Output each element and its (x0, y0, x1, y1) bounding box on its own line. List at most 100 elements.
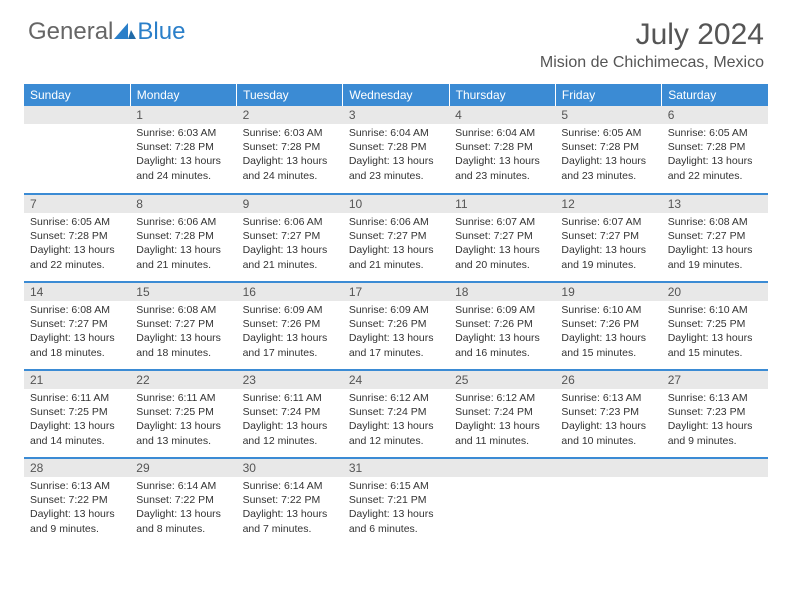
sunset-line: Sunset: 7:27 PM (243, 229, 337, 243)
daylight-line-2: and 18 minutes. (136, 346, 230, 360)
calendar-cell: 12Sunrise: 6:07 AMSunset: 7:27 PMDayligh… (555, 194, 661, 282)
sunrise-line: Sunrise: 6:08 AM (136, 303, 230, 317)
daylight-line-2: and 9 minutes. (668, 434, 762, 448)
daylight-line-2: and 13 minutes. (136, 434, 230, 448)
calendar-cell: 15 Sunrise: 6:08 AMSunset: 7:27 PMDayligh… (130, 282, 236, 370)
weekday-header: Monday (130, 84, 236, 106)
daylight-line-1: Daylight: 13 hours (349, 243, 443, 257)
brand-triangle-icon (114, 18, 136, 46)
calendar-cell (555, 458, 661, 546)
sunset-line: Sunset: 7:28 PM (349, 140, 443, 154)
day-number: 21 (24, 371, 130, 389)
daylight-line-1: Daylight: 13 hours (243, 331, 337, 345)
calendar-cell: 1Sunrise: 6:03 AMSunset: 7:28 PMDaylight… (130, 106, 236, 194)
day-body: Sunrise: 6:11 AMSunset: 7:25 PMDaylight:… (130, 389, 236, 452)
daylight-line-1: Daylight: 13 hours (30, 331, 124, 345)
sunrise-line: Sunrise: 6:06 AM (243, 215, 337, 229)
sunrise-line: Sunrise: 6:07 AM (561, 215, 655, 229)
day-number (555, 459, 661, 477)
sunrise-line: Sunrise: 6:08 AM (30, 303, 124, 317)
daylight-line-1: Daylight: 13 hours (243, 507, 337, 521)
brand-logo: General Blue (28, 18, 185, 46)
daylight-line-2: and 24 minutes. (136, 169, 230, 183)
sunrise-line: Sunrise: 6:07 AM (455, 215, 549, 229)
daylight-line-2: and 23 minutes. (561, 169, 655, 183)
day-body: Sunrise: 6:13 AMSunset: 7:23 PMDaylight:… (662, 389, 768, 452)
sunset-line: Sunset: 7:28 PM (561, 140, 655, 154)
title-block: July 2024 Mision de Chichimecas, Mexico (540, 18, 764, 72)
day-body: Sunrise: 6:13 AMSunset: 7:23 PMDaylight:… (555, 389, 661, 452)
day-body: Sunrise: 6:08 AMSunset: 7:27 PMDaylight:… (662, 213, 768, 276)
sunset-line: Sunset: 7:28 PM (668, 140, 762, 154)
weekday-header: Sunday (24, 84, 130, 106)
sunset-line: Sunset: 7:27 PM (349, 229, 443, 243)
sunset-line: Sunset: 7:27 PM (136, 317, 230, 331)
calendar-cell: 8Sunrise: 6:06 AMSunset: 7:28 PMDaylight… (130, 194, 236, 282)
sunrise-line: Sunrise: 6:12 AM (455, 391, 549, 405)
daylight-line-2: and 12 minutes. (243, 434, 337, 448)
daylight-line-2: and 22 minutes. (30, 258, 124, 272)
daylight-line-2: and 21 minutes. (136, 258, 230, 272)
weekday-header: Tuesday (237, 84, 343, 106)
calendar-table: SundayMondayTuesdayWednesdayThursdayFrid… (24, 84, 768, 546)
day-body: Sunrise: 6:06 AMSunset: 7:27 PMDaylight:… (343, 213, 449, 276)
calendar-cell: 10Sunrise: 6:06 AMSunset: 7:27 PMDayligh… (343, 194, 449, 282)
weekday-header: Wednesday (343, 84, 449, 106)
sunset-line: Sunset: 7:26 PM (349, 317, 443, 331)
day-number: 10 (343, 195, 449, 213)
calendar-body: 1Sunrise: 6:03 AMSunset: 7:28 PMDaylight… (24, 106, 768, 546)
day-number: 17 (343, 283, 449, 301)
daylight-line-1: Daylight: 13 hours (243, 419, 337, 433)
sunrise-line: Sunrise: 6:09 AM (455, 303, 549, 317)
daylight-line-1: Daylight: 13 hours (30, 243, 124, 257)
daylight-line-2: and 21 minutes. (243, 258, 337, 272)
sunset-line: Sunset: 7:26 PM (243, 317, 337, 331)
day-body (662, 477, 768, 537)
day-body: Sunrise: 6:05 AMSunset: 7:28 PMDaylight:… (555, 124, 661, 187)
sunrise-line: Sunrise: 6:13 AM (561, 391, 655, 405)
daylight-line-2: and 22 minutes. (668, 169, 762, 183)
day-number: 30 (237, 459, 343, 477)
calendar-cell: 25Sunrise: 6:12 AMSunset: 7:24 PMDayligh… (449, 370, 555, 458)
daylight-line-2: and 7 minutes. (243, 522, 337, 536)
daylight-line-2: and 15 minutes. (668, 346, 762, 360)
day-body: Sunrise: 6:05 AMSunset: 7:28 PMDaylight:… (662, 124, 768, 187)
daylight-line-1: Daylight: 13 hours (349, 154, 443, 168)
daylight-line-1: Daylight: 13 hours (455, 154, 549, 168)
daylight-line-1: Daylight: 13 hours (136, 419, 230, 433)
day-body: Sunrise: 6:14 AMSunset: 7:22 PMDaylight:… (130, 477, 236, 540)
daylight-line-2: and 8 minutes. (136, 522, 230, 536)
sunset-line: Sunset: 7:25 PM (30, 405, 124, 419)
day-body (449, 477, 555, 537)
daylight-line-1: Daylight: 13 hours (30, 507, 124, 521)
day-body: Sunrise: 6:09 AMSunset: 7:26 PMDaylight:… (237, 301, 343, 364)
daylight-line-2: and 17 minutes. (243, 346, 337, 360)
calendar-cell: 14Sunrise: 6:08 AMSunset: 7:27 PMDayligh… (24, 282, 130, 370)
calendar-cell: 29Sunrise: 6:14 AMSunset: 7:22 PMDayligh… (130, 458, 236, 546)
calendar-cell: 18Sunrise: 6:09 AMSunset: 7:26 PMDayligh… (449, 282, 555, 370)
weekday-header: Saturday (662, 84, 768, 106)
sunrise-line: Sunrise: 6:13 AM (30, 479, 124, 493)
day-body: Sunrise: 6:09 AMSunset: 7:26 PMDaylight:… (449, 301, 555, 364)
sunset-line: Sunset: 7:23 PM (668, 405, 762, 419)
sunset-line: Sunset: 7:26 PM (561, 317, 655, 331)
day-body: Sunrise: 6:06 AMSunset: 7:27 PMDaylight:… (237, 213, 343, 276)
day-number: 15 (130, 283, 236, 301)
day-number: 26 (555, 371, 661, 389)
day-body (555, 477, 661, 537)
daylight-line-1: Daylight: 13 hours (455, 243, 549, 257)
day-number (662, 459, 768, 477)
sunrise-line: Sunrise: 6:09 AM (349, 303, 443, 317)
calendar-cell: 31Sunrise: 6:15 AMSunset: 7:21 PMDayligh… (343, 458, 449, 546)
sunrise-line: Sunrise: 6:06 AM (349, 215, 443, 229)
location-label: Mision de Chichimecas, Mexico (540, 54, 764, 72)
daylight-line-1: Daylight: 13 hours (136, 331, 230, 345)
sunrise-line: Sunrise: 6:03 AM (136, 126, 230, 140)
daylight-line-1: Daylight: 13 hours (243, 154, 337, 168)
calendar-cell: 23Sunrise: 6:11 AMSunset: 7:24 PMDayligh… (237, 370, 343, 458)
sunrise-line: Sunrise: 6:10 AM (561, 303, 655, 317)
day-number: 18 (449, 283, 555, 301)
calendar-cell: 27Sunrise: 6:13 AMSunset: 7:23 PMDayligh… (662, 370, 768, 458)
day-body: Sunrise: 6:05 AMSunset: 7:28 PMDaylight:… (24, 213, 130, 276)
daylight-line-1: Daylight: 13 hours (561, 243, 655, 257)
